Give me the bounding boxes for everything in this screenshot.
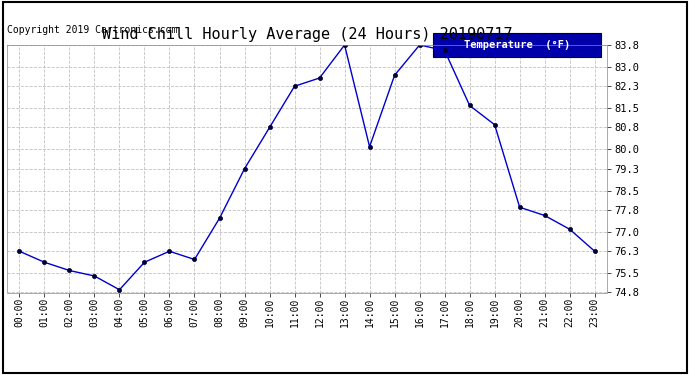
Text: Copyright 2019 Cartronics.com: Copyright 2019 Cartronics.com bbox=[7, 25, 177, 35]
FancyBboxPatch shape bbox=[433, 33, 601, 57]
Text: Temperature  (°F): Temperature (°F) bbox=[464, 40, 570, 50]
Title: Wind Chill Hourly Average (24 Hours) 20190717: Wind Chill Hourly Average (24 Hours) 201… bbox=[101, 27, 513, 42]
